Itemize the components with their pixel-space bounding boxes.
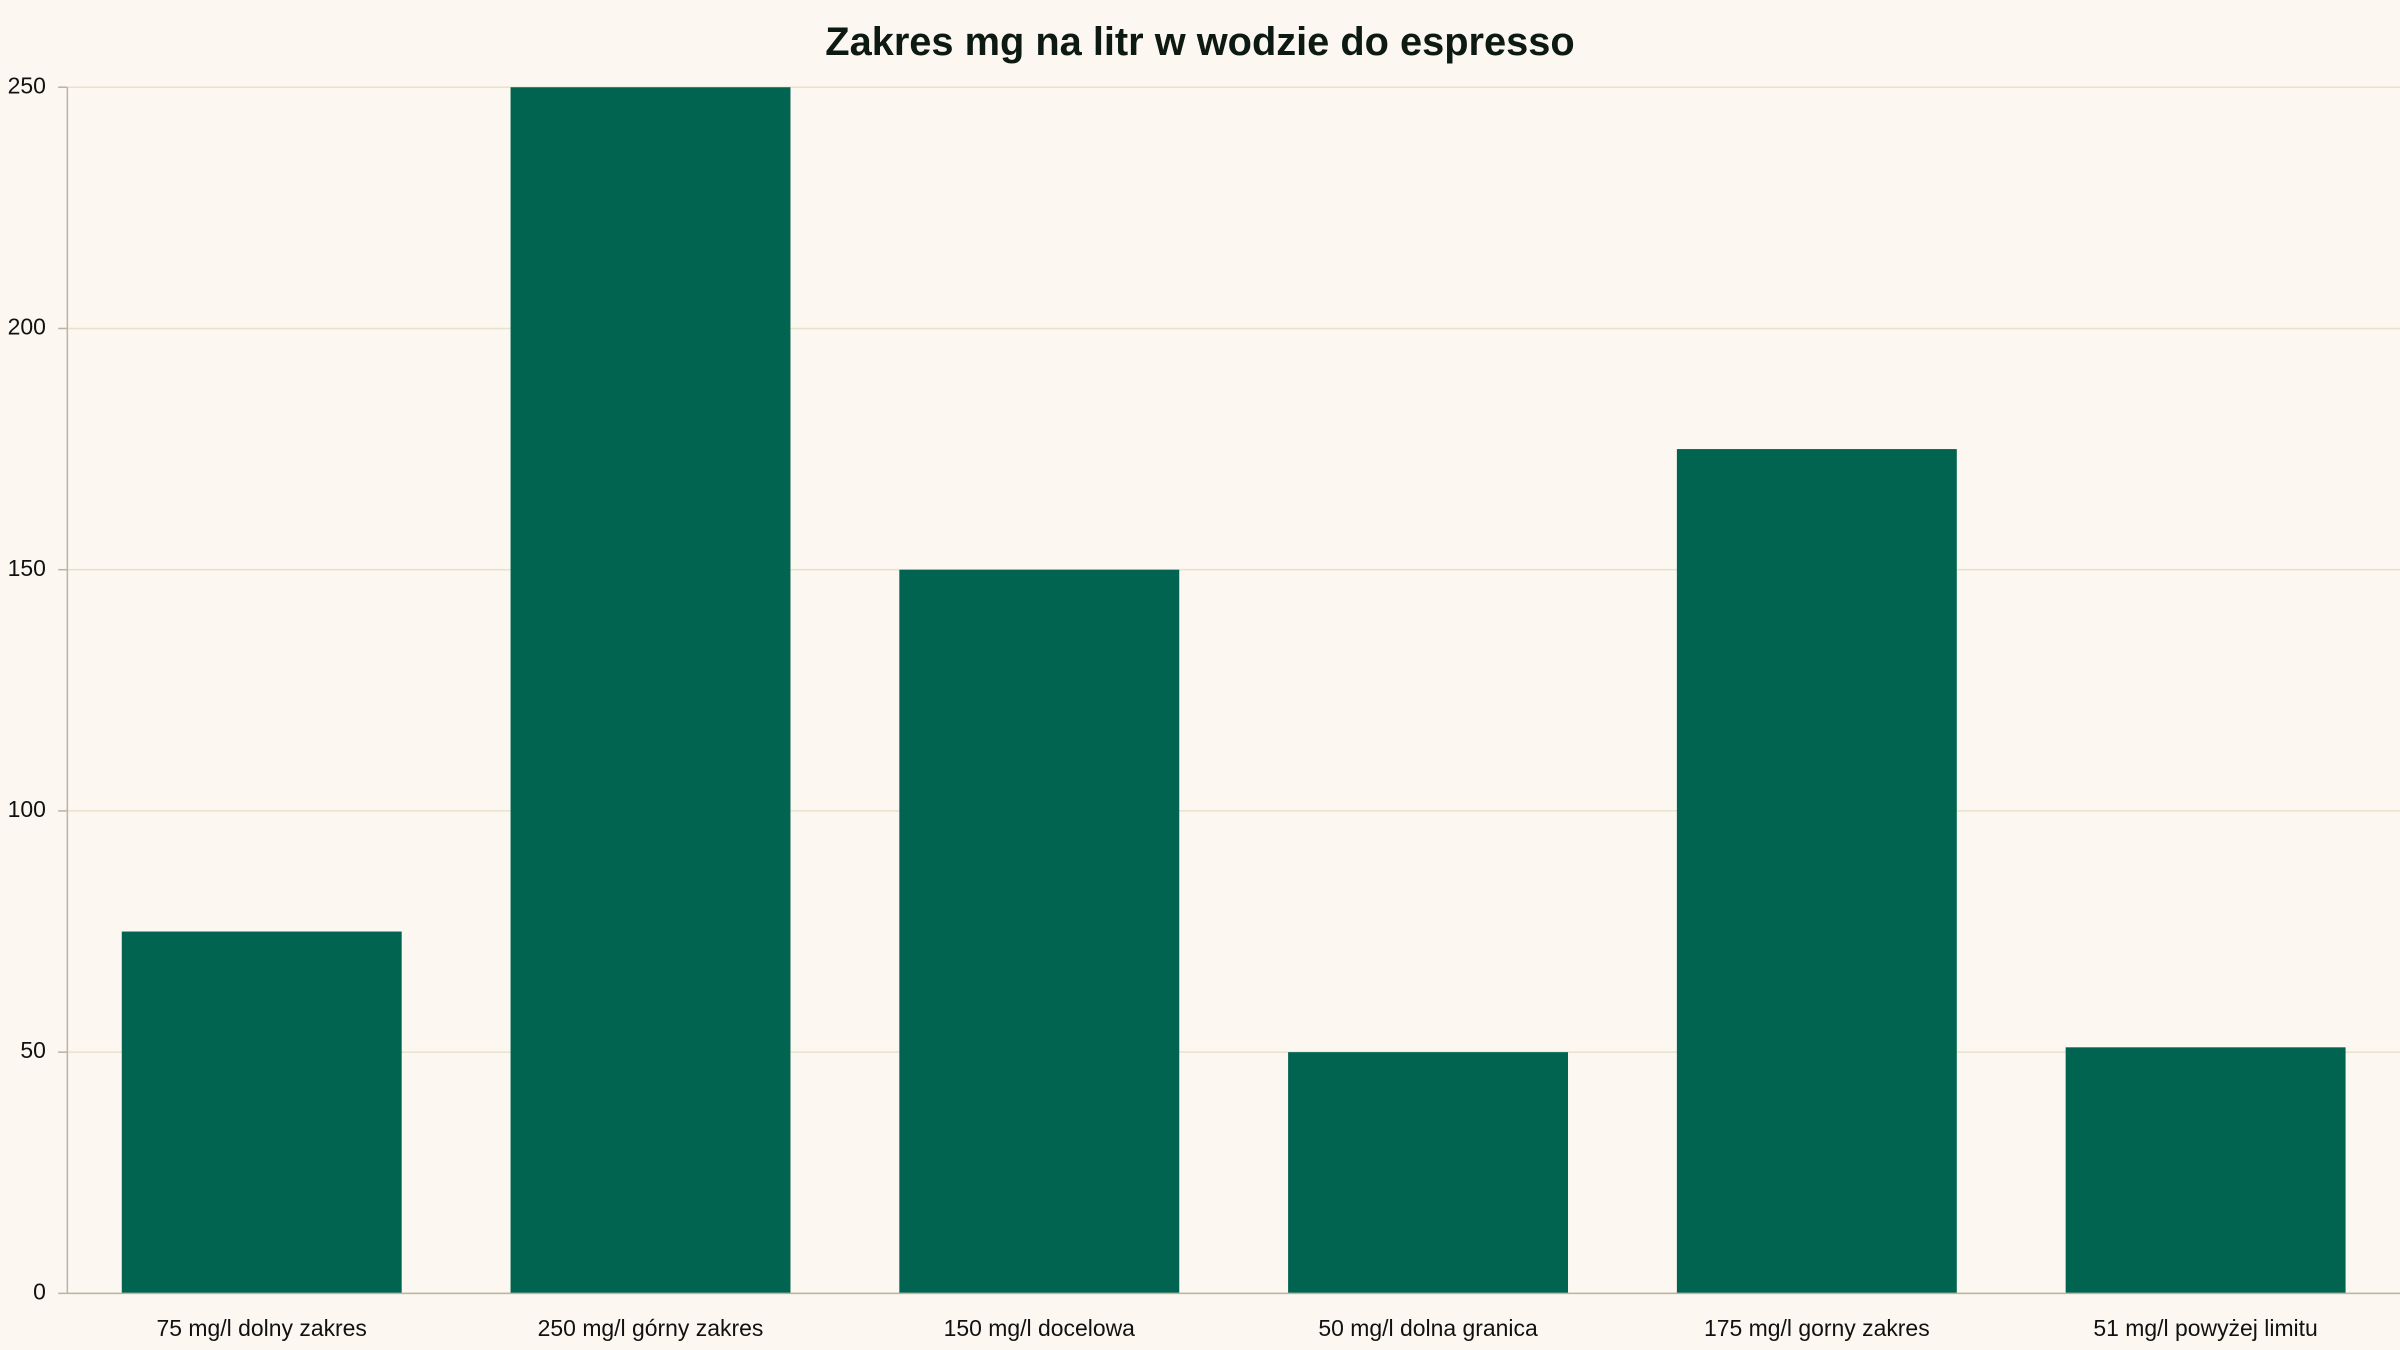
chart-title: Zakres mg na litr w wodzie do espresso — [825, 20, 1574, 64]
labels: 0 50 100 150 200 250 75 mg/l dolny zakres 250 m… — [8, 72, 2318, 1341]
y-tick-label: 100 — [8, 796, 46, 822]
y-tick-label: 50 — [20, 1037, 46, 1063]
y-tick-label: 200 — [8, 314, 46, 340]
bar — [1288, 1052, 1569, 1294]
y-tick-label: 150 — [8, 555, 46, 581]
bars — [121, 87, 2346, 1294]
x-tick-label: 175 mg/l gorny zakres — [1704, 1315, 1930, 1341]
bar — [1676, 449, 1957, 1294]
y-tick-label: 0 — [33, 1278, 46, 1304]
x-tick-label: 50 mg/l dolna granica — [1318, 1315, 1538, 1341]
x-tick-label: 150 mg/l docelowa — [944, 1315, 1136, 1341]
bar — [2065, 1047, 2346, 1294]
x-tick-label: 75 mg/l dolny zakres — [157, 1315, 367, 1341]
x-tick-label: 250 mg/l górny zakres — [538, 1315, 764, 1341]
bar — [121, 931, 402, 1294]
x-tick-label: 51 mg/l powyżej limitu — [2093, 1315, 2317, 1341]
bar — [899, 569, 1180, 1294]
y-tick-label: 250 — [8, 72, 46, 98]
bar — [510, 87, 791, 1294]
